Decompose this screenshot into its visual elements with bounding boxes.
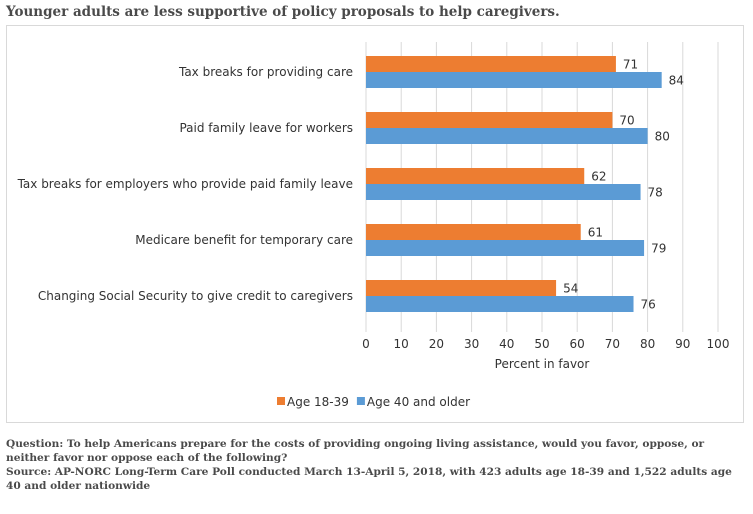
data-label: 70 [619,114,634,128]
data-label: 84 [669,74,684,88]
x-tick-label: 80 [640,337,655,351]
x-tick-label: 90 [675,337,690,351]
category-label: Changing Social Security to give credit … [38,289,353,303]
bar [366,296,634,312]
x-tick-label: 0 [362,337,370,351]
data-label: 78 [648,186,663,200]
source-note: Source: AP-NORC Long-Term Care Poll cond… [6,466,732,492]
data-label: 61 [588,226,603,240]
legend-swatch [356,397,365,405]
data-label: 54 [563,282,578,296]
x-tick-label: 60 [570,337,585,351]
data-label: 76 [641,298,656,312]
bar [366,112,613,128]
data-label: 71 [623,58,638,72]
category-label: Paid family leave for workers [179,121,353,135]
bar [366,224,581,240]
data-label: 80 [655,130,670,144]
legend-label: Age 40 and older [367,395,470,409]
bar [366,280,557,296]
footnote: Question: To help Americans prepare for … [6,437,746,493]
bar [366,128,648,144]
bar [366,168,585,184]
chart-title: Younger adults are less supportive of po… [6,4,560,20]
category-label: Tax breaks for employers who provide pai… [17,177,353,191]
x-tick-label: 70 [605,337,620,351]
category-label: Tax breaks for providing care [178,65,353,79]
bar [366,184,641,200]
bar [366,240,645,256]
x-tick-label: 30 [464,337,479,351]
bar [366,56,616,72]
x-tick-label: 40 [499,337,514,351]
question-note: Question: To help Americans prepare for … [6,438,705,464]
bar [366,72,662,88]
data-label: 79 [651,242,666,256]
legend-label: Age 18-39 [287,395,349,409]
x-tick-label: 10 [394,337,409,351]
category-label: Medicare benefit for temporary care [135,233,353,247]
x-tick-label: 50 [534,337,549,351]
x-tick-label: 20 [429,337,444,351]
x-tick-label: 100 [707,337,730,351]
bar-chart: 71 84 Tax breaks for providing care 70 80 Pai… [17,42,730,409]
x-axis-title: Percent in favor [495,357,590,371]
data-label: 62 [591,170,606,184]
legend-swatch [277,397,285,405]
chart-container: 71 84 Tax breaks for providing care 70 80 Pai… [6,25,744,423]
